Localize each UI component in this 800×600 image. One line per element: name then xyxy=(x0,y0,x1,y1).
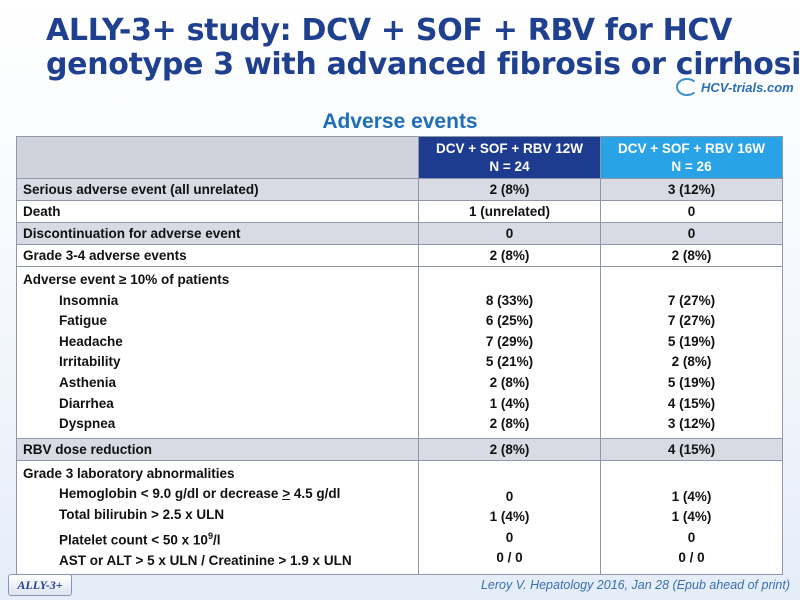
arm-16w-value: 4 (15%) xyxy=(600,437,783,461)
row-label: Grade 3-4 adverse events xyxy=(16,244,419,267)
logo-text: HCV-trials.com xyxy=(701,79,794,95)
arm-12w-value: 2 (8%) xyxy=(418,178,601,201)
ae10-group-label: Adverse event ≥ 10% of patients xyxy=(23,272,230,287)
lab-item-label: AST or ALT > 5 x ULN / Creatinine > 1.9 … xyxy=(59,552,352,568)
citation: Leroy V. Hepatology 2016, Jan 28 (Epub a… xyxy=(480,578,790,592)
arm-16w-value: 0 / 0 xyxy=(678,550,705,566)
ae10-label-cell: Adverse event ≥ 10% of patients Insomnia… xyxy=(16,266,419,439)
arm-12w-value: 1 (4%) xyxy=(489,395,530,411)
arm-16w-value: 0 xyxy=(687,529,696,545)
arm-16w-value: 3 (12%) xyxy=(600,178,783,201)
arm-12w-value: 2 (8%) xyxy=(489,374,530,390)
row-label: Death xyxy=(16,200,419,223)
arm-12w-value: 0 / 0 xyxy=(496,550,523,566)
arm-16w-value: 7 (27%) xyxy=(667,292,716,308)
slide-title: ALLY-3+ study: DCV + SOF + RBV for HCV g… xyxy=(46,13,800,82)
lab-arm-12w-cell: 0 1 (4%) 0 0 / 0 xyxy=(418,459,601,576)
arm-16w-value: 5 (19%) xyxy=(667,374,716,390)
arm-16w-value: 4 (15%) xyxy=(667,395,716,411)
arm-16w-value: 7 (27%) xyxy=(667,313,716,329)
ae10-arm-12w-cell: 8 (33%) 6 (25%) 7 (29%) 5 (21%) 2 (8%) 1… xyxy=(418,266,601,439)
adverse-events-table: DCV + SOF + RBV 12W N = 24 DCV + SOF + R… xyxy=(16,136,783,576)
logo-swoosh-icon xyxy=(676,78,698,96)
lab-label-cell: Grade 3 laboratory abnormalities Hemoglo… xyxy=(16,459,419,576)
arm-16w-value: 0 xyxy=(600,200,783,223)
header-arm-16w: DCV + SOF + RBV 16W N = 26 xyxy=(600,136,783,179)
lab-item-label: Platelet count < 50 x 109/l xyxy=(59,530,221,548)
table-row-rbv: RBV dose reduction 2 (8%) 4 (15%) xyxy=(16,437,783,461)
ae-item-label: Irritability xyxy=(59,354,121,370)
header-arm-12w-regimen: DCV + SOF + RBV 12W xyxy=(435,140,584,156)
study-badge: ALLY-3+ xyxy=(8,574,72,596)
table-row: Discontinuation for adverse event 0 0 xyxy=(16,222,783,245)
arm-12w-value: 8 (33%) xyxy=(485,292,534,308)
arm-12w-value: 5 (21%) xyxy=(485,354,534,370)
header-corner-cell xyxy=(16,136,419,179)
arm-16w-value: 1 (4%) xyxy=(671,509,712,525)
arm-16w-value: 2 (8%) xyxy=(600,244,783,267)
arm-12w-value: 2 (8%) xyxy=(418,437,601,461)
table-heading: Adverse events xyxy=(322,110,478,133)
lab-arm-16w-cell: 1 (4%) 1 (4%) 0 0 / 0 xyxy=(600,459,783,576)
table-row-lab: Grade 3 laboratory abnormalities Hemoglo… xyxy=(16,459,783,576)
arm-12w-value: 0 xyxy=(505,529,514,545)
arm-16w-value: 2 (8%) xyxy=(671,354,712,370)
table-row: Grade 3-4 adverse events 2 (8%) 2 (8%) xyxy=(16,244,783,267)
arm-12w-value: 0 xyxy=(505,488,514,504)
lab-group-label: Grade 3 laboratory abnormalities xyxy=(23,465,235,481)
ae-item-label: Asthenia xyxy=(59,374,117,390)
ae-item-label: Fatigue xyxy=(59,313,108,329)
lab-item-label: Hemoglobin < 9.0 g/dl or decrease > 4.5 … xyxy=(59,486,341,502)
table-row: Death 1 (unrelated) 0 xyxy=(16,200,783,223)
lab-item-label: Total bilirubin > 2.5 x ULN xyxy=(59,506,225,522)
row-label: Discontinuation for adverse event xyxy=(16,222,419,245)
arm-16w-value: 5 (19%) xyxy=(667,333,716,349)
header-arm-16w-regimen: DCV + SOF + RBV 16W xyxy=(617,140,766,156)
hcv-trials-logo: HCV-trials.com xyxy=(676,76,796,98)
row-label: Serious adverse event (all unrelated) xyxy=(16,178,419,201)
slide-title-line1: ALLY-3+ study: DCV + SOF + RBV for HCV xyxy=(46,13,733,48)
arm-12w-value: 2 (8%) xyxy=(489,416,530,432)
arm-12w-value: 2 (8%) xyxy=(418,244,601,267)
arm-16w-value: 3 (12%) xyxy=(667,416,716,432)
arm-12w-value: 1 (unrelated) xyxy=(418,200,601,223)
header-arm-12w: DCV + SOF + RBV 12W N = 24 xyxy=(418,136,601,179)
ae-item-label: Insomnia xyxy=(59,292,119,308)
ae-item-label: Headache xyxy=(59,333,123,349)
table-row: Serious adverse event (all unrelated) 2 … xyxy=(16,178,783,201)
arm-12w-value: 6 (25%) xyxy=(485,313,534,329)
arm-12w-value: 7 (29%) xyxy=(485,333,534,349)
table-header-row: DCV + SOF + RBV 12W N = 24 DCV + SOF + R… xyxy=(16,136,783,179)
row-label: RBV dose reduction xyxy=(16,437,419,461)
ae-item-label: Diarrhea xyxy=(59,395,114,411)
arm-16w-value: 1 (4%) xyxy=(671,488,712,504)
ae10-arm-16w-cell: 7 (27%) 7 (27%) 5 (19%) 2 (8%) 5 (19%) 4… xyxy=(600,266,783,439)
slide-title-line2: genotype 3 with advanced fibrosis or cir… xyxy=(46,47,800,82)
table-row-ae10: Adverse event ≥ 10% of patients Insomnia… xyxy=(16,266,783,439)
arm-16w-value: 0 xyxy=(600,222,783,245)
header-arm-16w-n: N = 26 xyxy=(671,158,712,174)
header-arm-12w-n: N = 24 xyxy=(489,158,530,174)
arm-12w-value: 1 (4%) xyxy=(489,509,530,525)
arm-12w-value: 0 xyxy=(418,222,601,245)
ae-item-label: Dyspnea xyxy=(59,416,116,432)
